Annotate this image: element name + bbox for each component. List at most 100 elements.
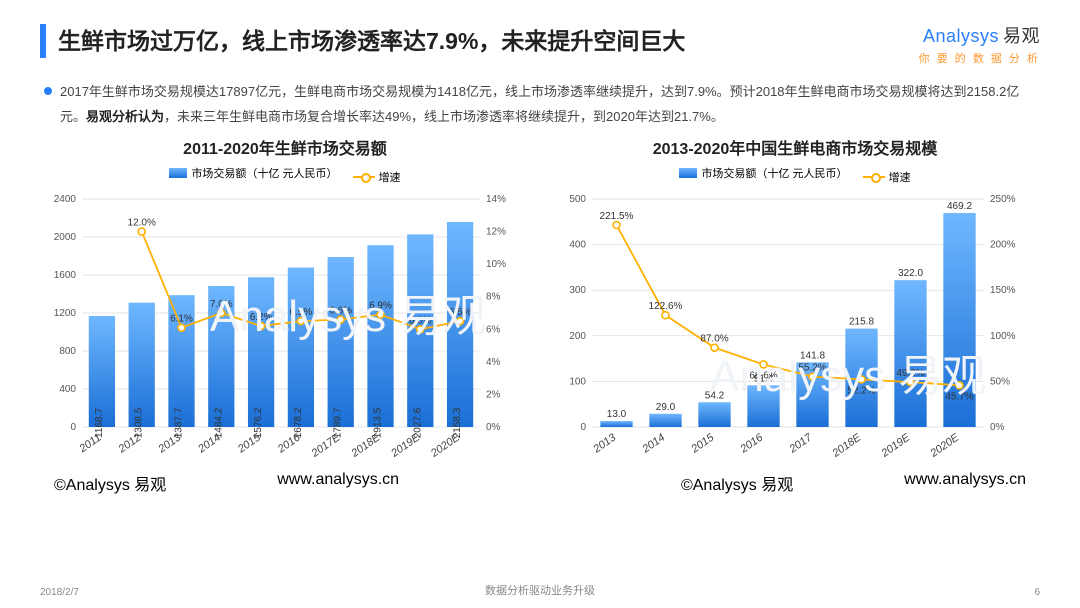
svg-text:2019E: 2019E: [388, 432, 422, 461]
svg-text:2018E: 2018E: [829, 432, 863, 461]
chart2-legend: 市场交易额（十亿 元人民币） 增速: [550, 165, 1040, 185]
chart2-title: 2013-2020年中国生鲜电商市场交易规模: [550, 135, 1040, 159]
chart1-plot: 0 400 800 1200 1600 2000 2400 0% 2% 4% 6% 8% 10% 12% 1…: [40, 189, 520, 469]
source-left: ©Analysys 易观: [54, 471, 166, 495]
svg-text:29.0: 29.0: [656, 402, 676, 413]
svg-text:122.6%: 122.6%: [649, 302, 683, 313]
title-accent-bar: [40, 24, 46, 58]
svg-text:100%: 100%: [990, 331, 1016, 342]
logo-en: Analysys: [923, 26, 999, 46]
svg-text:1200: 1200: [54, 308, 77, 319]
svg-text:1600: 1600: [54, 270, 77, 281]
source-right: ©Analysys 易观: [681, 471, 793, 495]
charts-row: 2011-2020年生鲜市场交易额 市场交易额（十亿 元人民币） 增速 0 400…: [0, 129, 1080, 469]
svg-text:2000: 2000: [54, 232, 77, 243]
legend-line-label: 增速: [889, 169, 911, 185]
svg-text:6.1%: 6.1%: [170, 314, 193, 325]
svg-text:7.0%: 7.0%: [210, 299, 233, 310]
svg-text:14%: 14%: [486, 194, 506, 205]
svg-text:2020E: 2020E: [428, 432, 462, 461]
svg-text:200%: 200%: [990, 240, 1016, 251]
legend-line: 增速: [863, 169, 911, 185]
svg-text:0%: 0%: [486, 422, 501, 433]
legend-bar-label: 市场交易额（十亿 元人民币）: [701, 165, 847, 181]
legend-bar-label: 市场交易额（十亿 元人民币）: [191, 165, 337, 181]
svg-text:6.9%: 6.9%: [369, 301, 392, 312]
svg-text:68.6%: 68.6%: [749, 371, 777, 382]
svg-text:87.0%: 87.0%: [700, 334, 728, 345]
svg-text:400: 400: [569, 240, 586, 251]
svg-text:50%: 50%: [990, 377, 1010, 388]
svg-text:2%: 2%: [486, 390, 501, 401]
svg-text:2018E: 2018E: [348, 432, 382, 461]
svg-text:2014: 2014: [639, 432, 667, 456]
footer-center: 数据分析驱动业务升级: [485, 582, 595, 598]
summary-part2: ，未来三年生鲜电商市场复合增长率达49%，线上市场渗透率将继续提升，到2020年…: [164, 109, 724, 124]
svg-text:2015: 2015: [688, 432, 716, 457]
svg-text:54.2: 54.2: [705, 391, 725, 402]
legend-line-label: 增速: [379, 169, 401, 185]
svg-text:6.0%: 6.0%: [409, 316, 432, 327]
svg-text:6%: 6%: [486, 325, 501, 336]
footer: 2018/2/7 数据分析驱动业务升级 6: [0, 587, 1080, 598]
svg-text:300: 300: [569, 286, 586, 297]
source-url-right: www.analysys.cn: [904, 471, 1026, 495]
svg-text:6.5%: 6.5%: [449, 308, 472, 319]
header: 生鲜市场过万亿，线上市场渗透率达7.9%，未来提升空间巨大 Analysys易观…: [0, 0, 1080, 66]
svg-text:2016: 2016: [737, 432, 765, 457]
legend-bar-swatch: [679, 168, 697, 178]
svg-text:4%: 4%: [486, 357, 501, 368]
chart-left: 2011-2020年生鲜市场交易额 市场交易额（十亿 元人民币） 增速 0 400…: [40, 135, 530, 469]
svg-text:800: 800: [59, 346, 76, 357]
svg-text:400: 400: [59, 384, 76, 395]
legend-line: 增速: [353, 169, 401, 185]
svg-text:2017E: 2017E: [309, 432, 343, 461]
svg-text:250%: 250%: [990, 194, 1016, 205]
footer-date: 2018/2/7: [40, 587, 79, 598]
svg-text:13.0: 13.0: [607, 409, 627, 420]
svg-text:0: 0: [580, 422, 586, 433]
svg-text:2020E: 2020E: [927, 432, 961, 461]
svg-text:2019E: 2019E: [878, 432, 912, 461]
logo-cn: 易观: [1003, 26, 1040, 46]
svg-text:2400: 2400: [54, 194, 77, 205]
source-url-left: www.analysys.cn: [277, 471, 399, 495]
bullet-icon: [44, 87, 52, 95]
legend-bar: 市场交易额（十亿 元人民币）: [679, 165, 847, 181]
legend-line-swatch: [353, 176, 375, 178]
svg-text:6.6%: 6.6%: [329, 306, 352, 317]
svg-text:215.8: 215.8: [849, 317, 874, 328]
svg-text:322.0: 322.0: [898, 269, 923, 280]
chart1-title: 2011-2020年生鲜市场交易额: [40, 135, 530, 159]
source-row: ©Analysys 易观 www.analysys.cn ©Analysys 易…: [0, 471, 1080, 495]
summary-text: 2017年生鲜市场交易规模达17897亿元，生鲜电商市场交易规模为1418亿元，…: [0, 66, 1080, 129]
svg-text:52.2%: 52.2%: [847, 386, 875, 397]
svg-text:12.0%: 12.0%: [128, 218, 156, 229]
logo-main: Analysys易观: [919, 22, 1040, 48]
svg-text:0%: 0%: [990, 422, 1005, 433]
svg-text:0: 0: [70, 422, 76, 433]
logo-block: Analysys易观 你 要 的 数 据 分 析: [919, 22, 1040, 66]
svg-text:8%: 8%: [486, 292, 501, 303]
svg-text:2017: 2017: [786, 432, 814, 457]
svg-text:6.5%: 6.5%: [290, 308, 313, 319]
svg-text:45.7%: 45.7%: [945, 392, 973, 403]
summary-bold: 易观分析认为: [86, 109, 164, 124]
svg-text:10%: 10%: [486, 260, 506, 271]
svg-text:469.2: 469.2: [947, 201, 972, 212]
logo-tagline: 你 要 的 数 据 分 析: [919, 50, 1040, 66]
svg-text:141.8: 141.8: [800, 351, 825, 362]
svg-text:221.5%: 221.5%: [600, 211, 634, 222]
chart-right: 2013-2020年中国生鲜电商市场交易规模 市场交易额（十亿 元人民币） 增速…: [550, 135, 1040, 469]
svg-text:12%: 12%: [486, 227, 506, 238]
svg-text:100: 100: [569, 377, 586, 388]
page-number: 6: [1034, 587, 1040, 598]
svg-text:150%: 150%: [990, 286, 1016, 297]
chart1-legend: 市场交易额（十亿 元人民币） 增速: [40, 165, 530, 185]
svg-text:49.2%: 49.2%: [896, 369, 924, 380]
svg-text:6.2%: 6.2%: [250, 312, 273, 323]
legend-bar-swatch: [169, 168, 187, 178]
svg-text:500: 500: [569, 194, 586, 205]
svg-text:2013: 2013: [590, 432, 618, 457]
page-title: 生鲜市场过万亿，线上市场渗透率达7.9%，未来提升空间巨大: [58, 22, 919, 56]
